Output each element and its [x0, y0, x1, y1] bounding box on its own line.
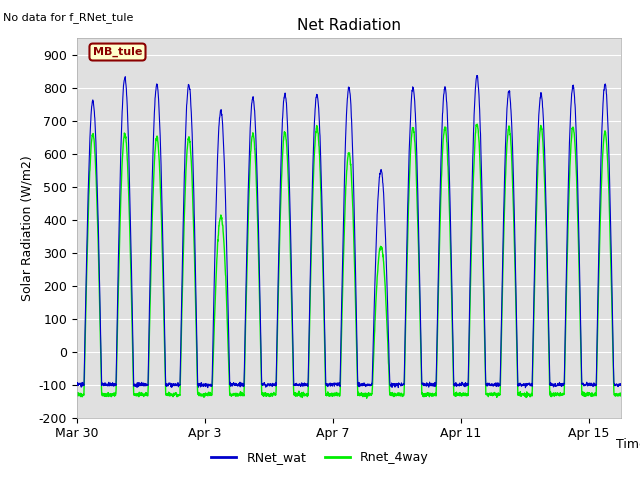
X-axis label: Time: Time: [616, 438, 640, 452]
Y-axis label: Solar Radiation (W/m2): Solar Radiation (W/m2): [20, 155, 33, 301]
Text: MB_tule: MB_tule: [93, 47, 142, 57]
Text: No data for f_RNet_tule: No data for f_RNet_tule: [3, 12, 134, 23]
Title: Net Radiation: Net Radiation: [297, 18, 401, 33]
Legend: RNet_wat, Rnet_4way: RNet_wat, Rnet_4way: [206, 446, 434, 469]
